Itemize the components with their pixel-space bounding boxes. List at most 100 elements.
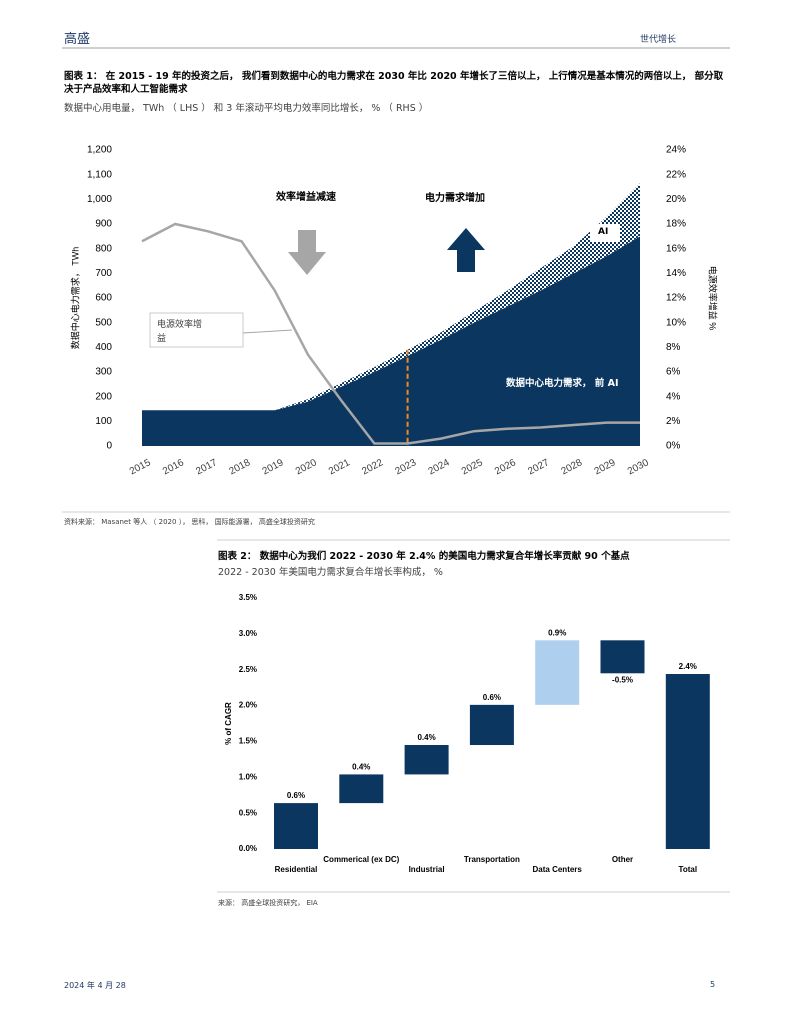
y-tick-label: 300	[95, 367, 112, 378]
y-tick-label: 100	[95, 416, 112, 427]
value-label: 0.6%	[483, 693, 501, 702]
y2-tick-label: 0%	[666, 441, 681, 452]
y-tick-label: 1.0%	[239, 772, 257, 781]
x-tick-label: Other	[612, 855, 633, 864]
y2-tick-label: 10%	[666, 317, 686, 328]
x-tick-label: 2022	[360, 457, 385, 477]
y-tick-label: 0	[106, 441, 112, 452]
x-tick-label: 2030	[626, 457, 651, 477]
figure-subtitle: 数据中心用电量， TWh （ LHS ） 和 3 年滚动平均电力效率同比增长， …	[64, 103, 429, 114]
value-label: 0.6%	[287, 791, 305, 800]
y-tick-label: 200	[95, 391, 112, 402]
series-label: 数据中心电力需求， 前 AI	[506, 378, 619, 389]
x-tick-label: 2024	[427, 457, 452, 477]
page-number: 5	[710, 980, 716, 989]
y-tick-label: 1.5%	[239, 737, 257, 746]
y2-tick-label: 24%	[666, 145, 686, 156]
y2-tick-label: 16%	[666, 243, 686, 254]
down-arrow	[288, 230, 326, 275]
source: 资料来源： Masanet 等人 （ 2020 ）， 思科， 国际能源署， 高盛…	[64, 518, 315, 526]
y-tick-label: 700	[95, 268, 112, 279]
y-tick-label: 2.5%	[239, 665, 257, 674]
callout-box	[149, 312, 244, 348]
x-tick-label: 2020	[294, 457, 319, 477]
x-tick-label: 2015	[128, 457, 153, 477]
y-tick-label: 1,200	[87, 145, 112, 156]
chart-2: 0.0% 0.5% 1.0% 1.5% 2.0% 2.5% 3.0% 3.5% % of CAG…	[224, 593, 710, 874]
x-tick-label: 2029	[593, 457, 618, 477]
label-box	[590, 224, 620, 242]
callout-leader	[242, 329, 293, 334]
y2-tick-label: 18%	[666, 219, 686, 230]
series-label: 电源效率增益	[157, 320, 203, 344]
y2-tick-label: 22%	[666, 169, 686, 180]
y-tick-label: 1,100	[87, 169, 112, 180]
bar	[665, 674, 710, 849]
x-tick-label: 2018	[227, 457, 252, 477]
y-tick-label: 3.5%	[239, 593, 257, 602]
y-axis-label: 数据中心电力需求， TWh	[69, 247, 80, 350]
bar	[404, 745, 449, 775]
up-arrow	[447, 228, 485, 272]
x-tick-label: 2017	[194, 457, 219, 477]
annotation: 效率增益减速	[276, 192, 336, 203]
x-tick-label: 2028	[559, 457, 584, 477]
x-tick-label: 2019	[261, 457, 286, 477]
y-tick-label: 900	[95, 219, 112, 230]
area-pre-ai	[142, 236, 640, 446]
bar	[600, 640, 645, 674]
figure-title: 图表 1： 在 2015 - 19 年的投资之后， 我们看到数据中心的电力需求在…	[64, 71, 724, 95]
x-tick-label: 2025	[460, 457, 485, 477]
series-label: AI	[598, 227, 609, 237]
x-tick-label: 2023	[393, 457, 418, 477]
efficiency-line	[141, 222, 640, 445]
chart-1: 0 100 200 300 400 500 600 700 800 900 1,000 1,100 1,…	[69, 145, 718, 478]
y-tick-label: 400	[95, 342, 112, 353]
y-tick-label: 600	[95, 293, 112, 304]
bar	[535, 640, 580, 705]
section: 世代增长	[640, 35, 677, 45]
y-tick-label: 800	[95, 243, 112, 254]
x-tick-label: 2027	[526, 457, 551, 477]
source: 来源： 高盛全球投资研究， EIA	[218, 899, 318, 907]
y-tick-label: 500	[95, 317, 112, 328]
y-tick-label: 0.0%	[239, 844, 257, 853]
value-label: 0.4%	[352, 763, 370, 772]
y-tick-label: 2.0%	[239, 701, 257, 710]
bar	[469, 704, 514, 746]
figure-title: 图表 2： 数据中心为我们 2022 - 2030 年 2.4% 的美国电力需求…	[218, 551, 630, 562]
value-label: 2.4%	[679, 662, 697, 671]
value-label: -0.5%	[612, 675, 633, 684]
y2-axis-label: 电源效率增益 %	[708, 266, 719, 331]
x-tick-label: Data Centers	[533, 865, 583, 874]
y-tick-label: 3.0%	[239, 629, 257, 638]
x-tick-label: Total	[679, 865, 698, 874]
x-tick-label: Transportation	[464, 855, 520, 864]
y2-tick-label: 14%	[666, 268, 686, 279]
footer-date: 2024 年 4 月 28	[64, 981, 126, 990]
x-tick-label: 2016	[161, 457, 186, 477]
x-tick-label: Residential	[275, 865, 318, 874]
x-tick-label: Industrial	[409, 865, 445, 874]
y-tick-label: 0.5%	[239, 808, 257, 817]
x-tick-label: Commerical (ex DC)	[323, 855, 399, 864]
x-tick-label: 2021	[327, 457, 352, 477]
y2-tick-label: 6%	[666, 367, 681, 378]
y2-tick-label: 4%	[666, 391, 681, 402]
y2-tick-label: 2%	[666, 416, 681, 427]
bar	[339, 774, 384, 804]
y2-tick-label: 20%	[666, 194, 686, 205]
figure-subtitle: 2022 - 2030 年美国电力需求复合年增长率构成， %	[218, 567, 443, 578]
value-label: 0.9%	[548, 628, 566, 637]
brand: 高盛	[64, 32, 91, 47]
annotation: 电力需求增加	[425, 193, 485, 204]
y-axis-label: % of CAGR	[224, 702, 233, 745]
y2-tick-label: 12%	[666, 293, 686, 304]
y2-tick-label: 8%	[666, 342, 681, 353]
value-label: 0.4%	[417, 733, 435, 742]
x-tick-label: 2026	[493, 457, 518, 477]
bar	[274, 803, 318, 849]
y-tick-label: 1,000	[87, 194, 112, 205]
